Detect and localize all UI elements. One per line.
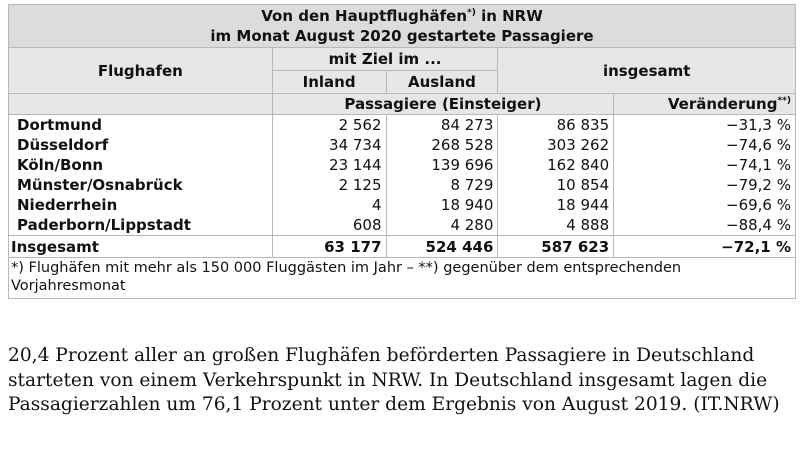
table-title: Von den Hauptflughäfen*) in NRW im Monat… [8,4,796,48]
table-row: Niederrhein 4 18 940 18 944 −69,6 % [8,195,796,215]
header-inland: Inland [271,70,387,94]
total-insgesamt-value: 587 623 [497,235,615,258]
airport-name: Düsseldorf [8,135,273,155]
insgesamt-value: 162 840 [497,155,615,175]
table-row: Dortmund 2 562 84 273 86 835 −31,3 % [8,114,796,135]
table-title-line1-a: Von den Hauptflughäfen [261,7,468,25]
change-value: −88,4 % [613,215,796,236]
ausland-value: 8 729 [385,175,499,195]
header-flughafen-blank [8,93,273,115]
airport-name: Paderborn/Lippstadt [8,215,273,236]
header-insgesamt: insgesamt [497,47,796,94]
title-footnote-marker: *) [467,8,476,18]
total-inland-value: 63 177 [271,235,387,258]
change-value: −74,1 % [613,155,796,175]
ausland-value: 268 528 [385,135,499,155]
ausland-value: 139 696 [385,155,499,175]
caption-text: 20,4 Prozent aller an großen Flughäfen b… [8,345,780,415]
insgesamt-value: 303 262 [497,135,615,155]
ausland-value: 4 280 [385,215,499,236]
total-label: Insgesamt [8,235,273,258]
table-row: Münster/Osnabrück 2 125 8 729 10 854 −79… [8,175,796,195]
airport-name: Köln/Bonn [8,155,273,175]
veraenderung-footnote-marker: **) [777,96,791,106]
table-footnote: *) Flughäfen mit mehr als 150 000 Fluggä… [8,257,796,299]
inland-value: 23 144 [271,155,387,175]
inland-value: 4 [271,195,387,215]
passenger-table-container: Von den Hauptflughäfen*) in NRW im Monat… [8,4,796,320]
table-title-line2: im Monat August 2020 gestartete Passagie… [210,27,594,45]
table-row: Köln/Bonn 23 144 139 696 162 840 −74,1 % [8,155,796,175]
table-title-line1-b: in NRW [475,7,543,25]
inland-value: 2 125 [271,175,387,195]
table-total-row: Insgesamt 63 177 524 446 587 623 −72,1 % [8,235,796,258]
airport-name: Münster/Osnabrück [8,175,273,195]
insgesamt-value: 10 854 [497,175,615,195]
change-value: −79,2 % [613,175,796,195]
inland-value: 2 562 [271,114,387,135]
total-ausland-value: 524 446 [385,235,499,258]
table-row: Paderborn/Lippstadt 608 4 280 4 888 −88,… [8,215,796,236]
change-value: −74,6 % [613,135,796,155]
insgesamt-value: 4 888 [497,215,615,236]
header-veraenderung: Veränderung**) [613,93,796,115]
ausland-value: 18 940 [385,195,499,215]
ausland-value: 84 273 [385,114,499,135]
airport-name: Niederrhein [8,195,273,215]
insgesamt-value: 86 835 [497,114,615,135]
change-value: −69,6 % [613,195,796,215]
header-flughafen: Flughafen [8,47,273,94]
inland-value: 34 734 [271,135,387,155]
airport-name: Dortmund [8,114,273,135]
header-mit-ziel: mit Ziel im ... [271,47,499,71]
total-change-value: −72,1 % [613,235,796,258]
passenger-table: Von den Hauptflughäfen*) in NRW im Monat… [8,4,796,299]
table-row: Düsseldorf 34 734 268 528 303 262 −74,6 … [8,135,796,155]
insgesamt-value: 18 944 [497,195,615,215]
header-veraenderung-label: Veränderung [667,95,778,113]
change-value: −31,3 % [613,114,796,135]
inland-value: 608 [271,215,387,236]
header-ausland: Ausland [385,70,499,94]
header-passagiere: Passagiere (Einsteiger) [271,93,615,115]
